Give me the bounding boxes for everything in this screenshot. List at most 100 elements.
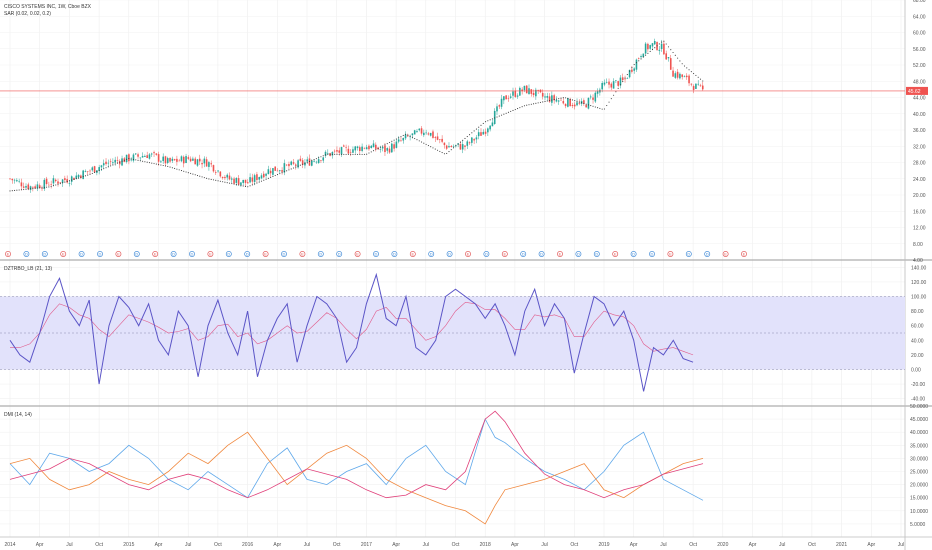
event-marker[interactable]: [60, 251, 67, 257]
event-marker-label: D: [522, 252, 525, 257]
event-marker[interactable]: [152, 251, 159, 257]
candle-body: [361, 146, 363, 151]
event-marker[interactable]: [575, 251, 582, 257]
event-marker[interactable]: [336, 251, 343, 257]
event-marker[interactable]: [5, 251, 11, 257]
time-axis-tick: Jul: [898, 542, 904, 548]
time-axis-tick: Apr: [749, 542, 757, 548]
event-marker[interactable]: [704, 251, 711, 257]
sar-dot: [126, 158, 128, 160]
event-marker[interactable]: [465, 251, 471, 257]
candle-body: [66, 179, 68, 183]
event-marker[interactable]: [170, 251, 177, 257]
event-marker[interactable]: [189, 251, 195, 257]
candle-body: [669, 58, 672, 70]
event-marker[interactable]: [520, 251, 527, 257]
candle-body: [690, 83, 693, 85]
event-marker[interactable]: [23, 251, 30, 257]
osc-axis-tick: -20.00: [911, 382, 925, 388]
sar-dot: [651, 49, 654, 51]
event-marker[interactable]: [483, 251, 490, 257]
sar-dot: [52, 185, 54, 187]
event-marker-label: D: [632, 252, 635, 257]
event-marker[interactable]: [557, 251, 563, 257]
sar-dot: [48, 186, 50, 188]
candle-body: [402, 137, 405, 141]
sar-dot: [281, 172, 283, 174]
event-marker[interactable]: [593, 251, 600, 257]
event-marker-label: E: [669, 252, 672, 257]
sar-dot: [530, 103, 532, 105]
sar-dot: [439, 150, 441, 152]
event-marker[interactable]: [409, 251, 416, 257]
sar-dot: [62, 182, 64, 184]
sar-dot: [82, 175, 84, 178]
event-marker[interactable]: [630, 251, 637, 257]
candle-body: [354, 146, 357, 151]
sar-dot: [503, 113, 505, 115]
osc-axis-tick: 60.00: [911, 324, 924, 330]
event-marker[interactable]: [207, 251, 214, 257]
candle-body: [171, 158, 174, 161]
event-marker[interactable]: [115, 251, 122, 257]
sar-dot: [46, 186, 48, 188]
event-marker[interactable]: [354, 251, 361, 257]
event-marker[interactable]: [133, 251, 140, 257]
event-marker[interactable]: [446, 251, 453, 257]
time-axis-tick: 2021: [836, 542, 847, 548]
event-marker[interactable]: [281, 251, 287, 257]
sar-dot: [647, 52, 649, 54]
candle-body: [384, 145, 386, 153]
event-marker[interactable]: [612, 251, 619, 257]
event-marker[interactable]: [538, 251, 545, 257]
candle-body: [125, 154, 128, 162]
event-marker[interactable]: [501, 251, 508, 257]
event-marker-label: E: [411, 252, 414, 257]
event-marker[interactable]: [649, 251, 655, 257]
sar-dot: [354, 153, 356, 155]
event-marker[interactable]: [373, 251, 379, 257]
event-marker[interactable]: [262, 251, 269, 257]
event-marker[interactable]: [667, 251, 674, 257]
candle-body: [29, 186, 32, 190]
sar-dot: [434, 148, 436, 150]
event-marker[interactable]: [299, 251, 306, 257]
candle-body: [477, 132, 480, 137]
candle-body: [38, 185, 41, 189]
price-axis-tick: 40.00: [913, 112, 926, 118]
candle-body: [258, 177, 261, 180]
candle-body: [381, 146, 384, 149]
time-axis-tick: Oct: [95, 542, 103, 548]
sar-dot: [702, 80, 704, 82]
candle-body: [212, 165, 215, 172]
candle-body: [141, 155, 144, 158]
price-axis-tick: 56.00: [913, 47, 926, 53]
event-marker[interactable]: [244, 251, 251, 257]
event-marker[interactable]: [722, 251, 729, 257]
event-marker[interactable]: [225, 251, 232, 257]
event-marker-label: D: [191, 252, 194, 257]
dmi-axis-tick: 15.0000: [910, 496, 928, 502]
sar-dot: [683, 65, 686, 67]
sar-dot: [384, 144, 386, 146]
event-marker[interactable]: [97, 251, 103, 257]
sar-dot: [226, 182, 228, 184]
event-marker[interactable]: [317, 251, 324, 257]
event-marker[interactable]: [741, 251, 747, 257]
candle-body: [461, 144, 464, 150]
sar-dot: [258, 181, 260, 183]
event-marker[interactable]: [428, 251, 435, 257]
event-marker-label: E: [209, 252, 212, 257]
candle-body: [368, 145, 370, 150]
sar-dot: [453, 147, 455, 149]
event-marker[interactable]: [78, 251, 85, 257]
candle-body: [150, 153, 153, 155]
candle-body: [16, 180, 18, 182]
event-marker[interactable]: [391, 251, 398, 257]
sar-dot: [249, 185, 251, 187]
candle-body: [692, 86, 695, 90]
event-marker[interactable]: [685, 251, 692, 257]
sar-dot: [219, 180, 221, 182]
event-marker[interactable]: [41, 251, 48, 257]
